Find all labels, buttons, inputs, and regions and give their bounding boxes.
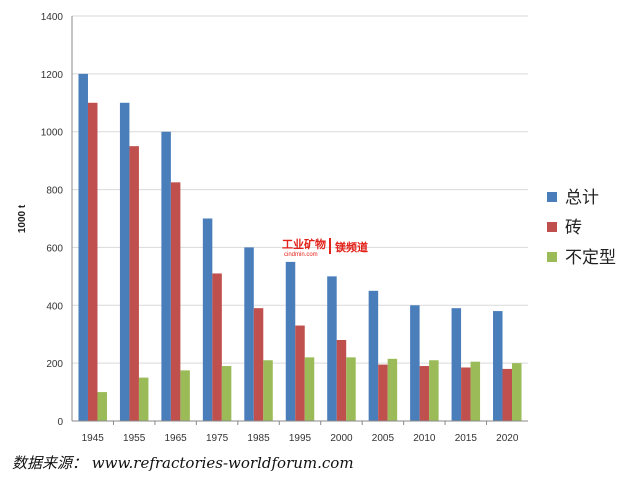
bar-brick	[212, 273, 222, 421]
x-tick-label: 1945	[82, 433, 105, 444]
bar-monolithic	[429, 360, 439, 421]
x-tick-label: 2010	[413, 433, 436, 444]
y-tick-label: 400	[46, 301, 63, 312]
bar-total	[244, 247, 254, 421]
bar-brick	[129, 146, 139, 421]
y-tick-label: 0	[57, 417, 63, 428]
bar-brick	[378, 364, 388, 421]
x-tick-label: 1995	[289, 433, 312, 444]
legend-swatch	[547, 252, 557, 262]
watermark-divider	[329, 238, 331, 254]
bar-monolithic	[97, 392, 107, 421]
x-tick-label: 2015	[455, 433, 478, 444]
bar-total	[161, 131, 171, 421]
x-tick-label: 1955	[123, 433, 146, 444]
bar-total	[202, 218, 213, 421]
bar-total	[119, 102, 130, 422]
bar-brick	[336, 340, 347, 421]
x-tick-label: 2000	[330, 433, 353, 444]
gridlines	[72, 15, 528, 364]
bar-monolithic	[180, 370, 190, 421]
y-axis-tick-labels: 0 200 400 600 800 1000 1200 1400	[41, 12, 64, 428]
legend-label: 不定型	[565, 248, 616, 268]
y-tick-label: 1400	[41, 12, 64, 23]
x-tick-label: 2005	[372, 433, 395, 444]
y-axis-label: 1000 t	[17, 204, 28, 233]
source-caption: 数据来源： www.refractories-worldforum.com	[12, 454, 354, 472]
bar-brick	[419, 366, 430, 421]
bar-total	[327, 276, 337, 421]
legend-swatch	[547, 192, 557, 202]
legend-label: 砖	[565, 218, 582, 238]
bar-total	[368, 290, 379, 421]
watermark-text-right: 镁频道	[335, 240, 368, 254]
bar-total	[410, 305, 420, 421]
bar-monolithic	[512, 363, 522, 421]
watermark-url: cindmin.com	[284, 252, 318, 258]
bar-monolithic	[221, 366, 232, 421]
x-tick-label: 1985	[247, 433, 270, 444]
bar-brick	[461, 367, 471, 421]
y-tick-label: 800	[46, 186, 63, 197]
bar-monolithic	[346, 357, 356, 421]
x-tick-label: 1965	[165, 433, 188, 444]
bar-brick	[253, 308, 264, 421]
bar-brick	[87, 102, 98, 422]
y-tick-label: 1000	[41, 128, 64, 139]
watermark: 工业矿物 cindmin.com 镁频道	[282, 237, 368, 258]
x-tick-label: 1975	[206, 433, 229, 444]
x-axis-tick-labels: 1945 1955 1965 1975 1985 1995 2000 2005 2010 2015…	[82, 433, 519, 444]
bar-brick	[502, 368, 513, 421]
y-tick-label: 1200	[41, 70, 64, 81]
x-tick-label: 2020	[496, 433, 519, 444]
bar-monolithic	[470, 361, 481, 421]
bars	[78, 73, 522, 422]
bar-total	[78, 73, 88, 421]
bar-total	[451, 308, 462, 421]
legend-label: 总计	[565, 188, 599, 208]
bar-monolithic	[138, 377, 149, 421]
bar-total	[493, 311, 503, 421]
bar-monolithic	[387, 358, 398, 421]
legend-swatch	[547, 222, 557, 232]
watermark-text-left: 工业矿物	[282, 237, 326, 251]
bar-brick	[295, 325, 305, 421]
y-tick-label: 600	[46, 243, 63, 254]
y-tick-label: 200	[46, 359, 63, 370]
axes	[71, 16, 528, 425]
bar-brick	[170, 182, 181, 421]
bar-monolithic	[263, 360, 273, 421]
bar-monolithic	[304, 357, 315, 421]
bar-total	[285, 261, 296, 421]
